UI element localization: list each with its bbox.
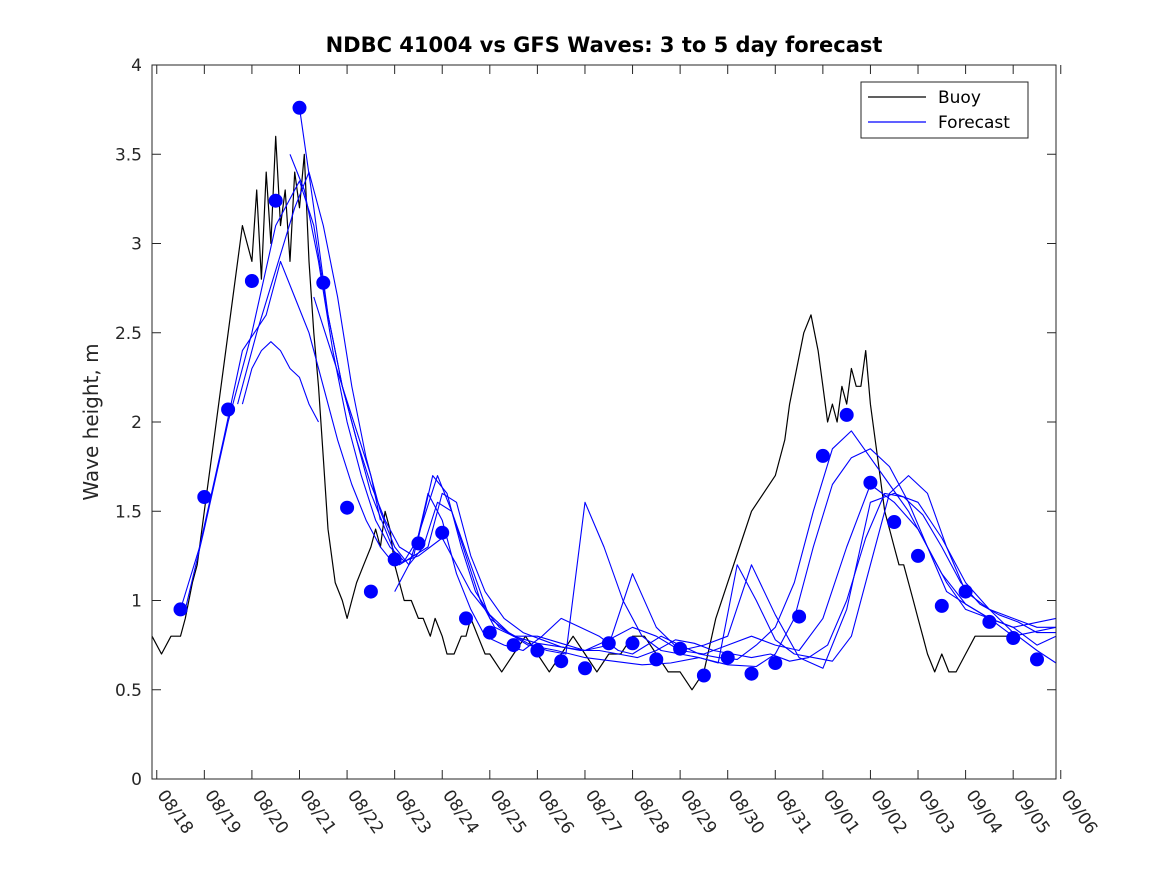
legend-buoy-label: Buoy bbox=[938, 88, 981, 108]
forecast-marker bbox=[744, 666, 759, 681]
forecast-marker bbox=[221, 402, 236, 417]
forecast-marker bbox=[839, 407, 854, 422]
chart-title: NDBC 41004 vs GFS Waves: 3 to 5 day fore… bbox=[326, 33, 883, 57]
forecast-marker bbox=[696, 668, 711, 683]
y-axis-label: Wave height, m bbox=[79, 343, 103, 500]
forecast-marker bbox=[197, 490, 212, 504]
forecast-series-line-5 bbox=[298, 107, 1056, 662]
forecast-marker bbox=[792, 609, 807, 624]
series-layer bbox=[151, 107, 1057, 691]
plot-area bbox=[152, 65, 1056, 779]
legend: Buoy Forecast bbox=[860, 81, 1029, 139]
forecast-marker bbox=[625, 636, 640, 651]
forecast-marker bbox=[244, 274, 259, 288]
y-tick-label: 3 bbox=[131, 235, 142, 255]
forecast-marker bbox=[482, 625, 497, 640]
forecast-marker bbox=[268, 193, 283, 208]
forecast-marker bbox=[459, 611, 473, 626]
y-tick-label: 0.5 bbox=[115, 681, 142, 701]
forecast-marker bbox=[911, 548, 925, 563]
forecast-marker bbox=[387, 552, 402, 567]
forecast-marker bbox=[435, 525, 450, 540]
forecast-series-line-6 bbox=[313, 296, 381, 521]
y-tick-label: 1 bbox=[131, 592, 142, 612]
forecast-marker bbox=[982, 614, 997, 629]
forecast-marker bbox=[316, 275, 331, 290]
forecast-series-line-4 bbox=[289, 154, 1056, 664]
forecast-marker bbox=[815, 448, 830, 463]
y-tick-label: 3.5 bbox=[115, 145, 142, 165]
forecast-marker bbox=[173, 602, 188, 617]
y-axis: 0 0.5 1 1.5 2 2.5 3 3.5 4 bbox=[115, 56, 1056, 790]
forecast-marker bbox=[673, 641, 688, 656]
forecast-marker bbox=[411, 536, 426, 551]
forecast-marker bbox=[720, 650, 735, 665]
forecast-marker bbox=[601, 636, 616, 651]
forecast-marker bbox=[863, 475, 878, 490]
forecast-series-line-1 bbox=[179, 260, 1057, 668]
forecast-marker bbox=[340, 500, 355, 515]
y-tick-label: 0 bbox=[131, 770, 142, 790]
forecast-marker bbox=[363, 584, 378, 599]
y-tick-label: 2.5 bbox=[115, 324, 142, 344]
forecast-marker bbox=[958, 584, 973, 599]
forecast-marker bbox=[1030, 652, 1044, 667]
forecast-marker bbox=[506, 638, 521, 653]
forecast-series-line-8 bbox=[241, 341, 319, 423]
forecast-marker bbox=[578, 661, 592, 676]
forecast-marker bbox=[768, 656, 783, 670]
legend-box bbox=[860, 81, 1029, 139]
forecast-marker bbox=[530, 643, 545, 658]
y-tick-label: 4 bbox=[131, 56, 142, 76]
forecast-marker bbox=[887, 515, 902, 529]
forecast-marker bbox=[934, 598, 949, 613]
forecast-marker bbox=[292, 100, 307, 115]
legend-forecast-label: Forecast bbox=[938, 113, 1010, 133]
y-tick-label: 1.5 bbox=[115, 502, 142, 522]
forecast-marker bbox=[649, 652, 664, 667]
y-tick-label: 2 bbox=[131, 413, 142, 433]
forecast-marker bbox=[554, 654, 569, 669]
forecast-marker bbox=[1006, 631, 1021, 645]
marker-layer bbox=[173, 100, 1044, 683]
forecast-series-line-7 bbox=[394, 475, 1057, 669]
